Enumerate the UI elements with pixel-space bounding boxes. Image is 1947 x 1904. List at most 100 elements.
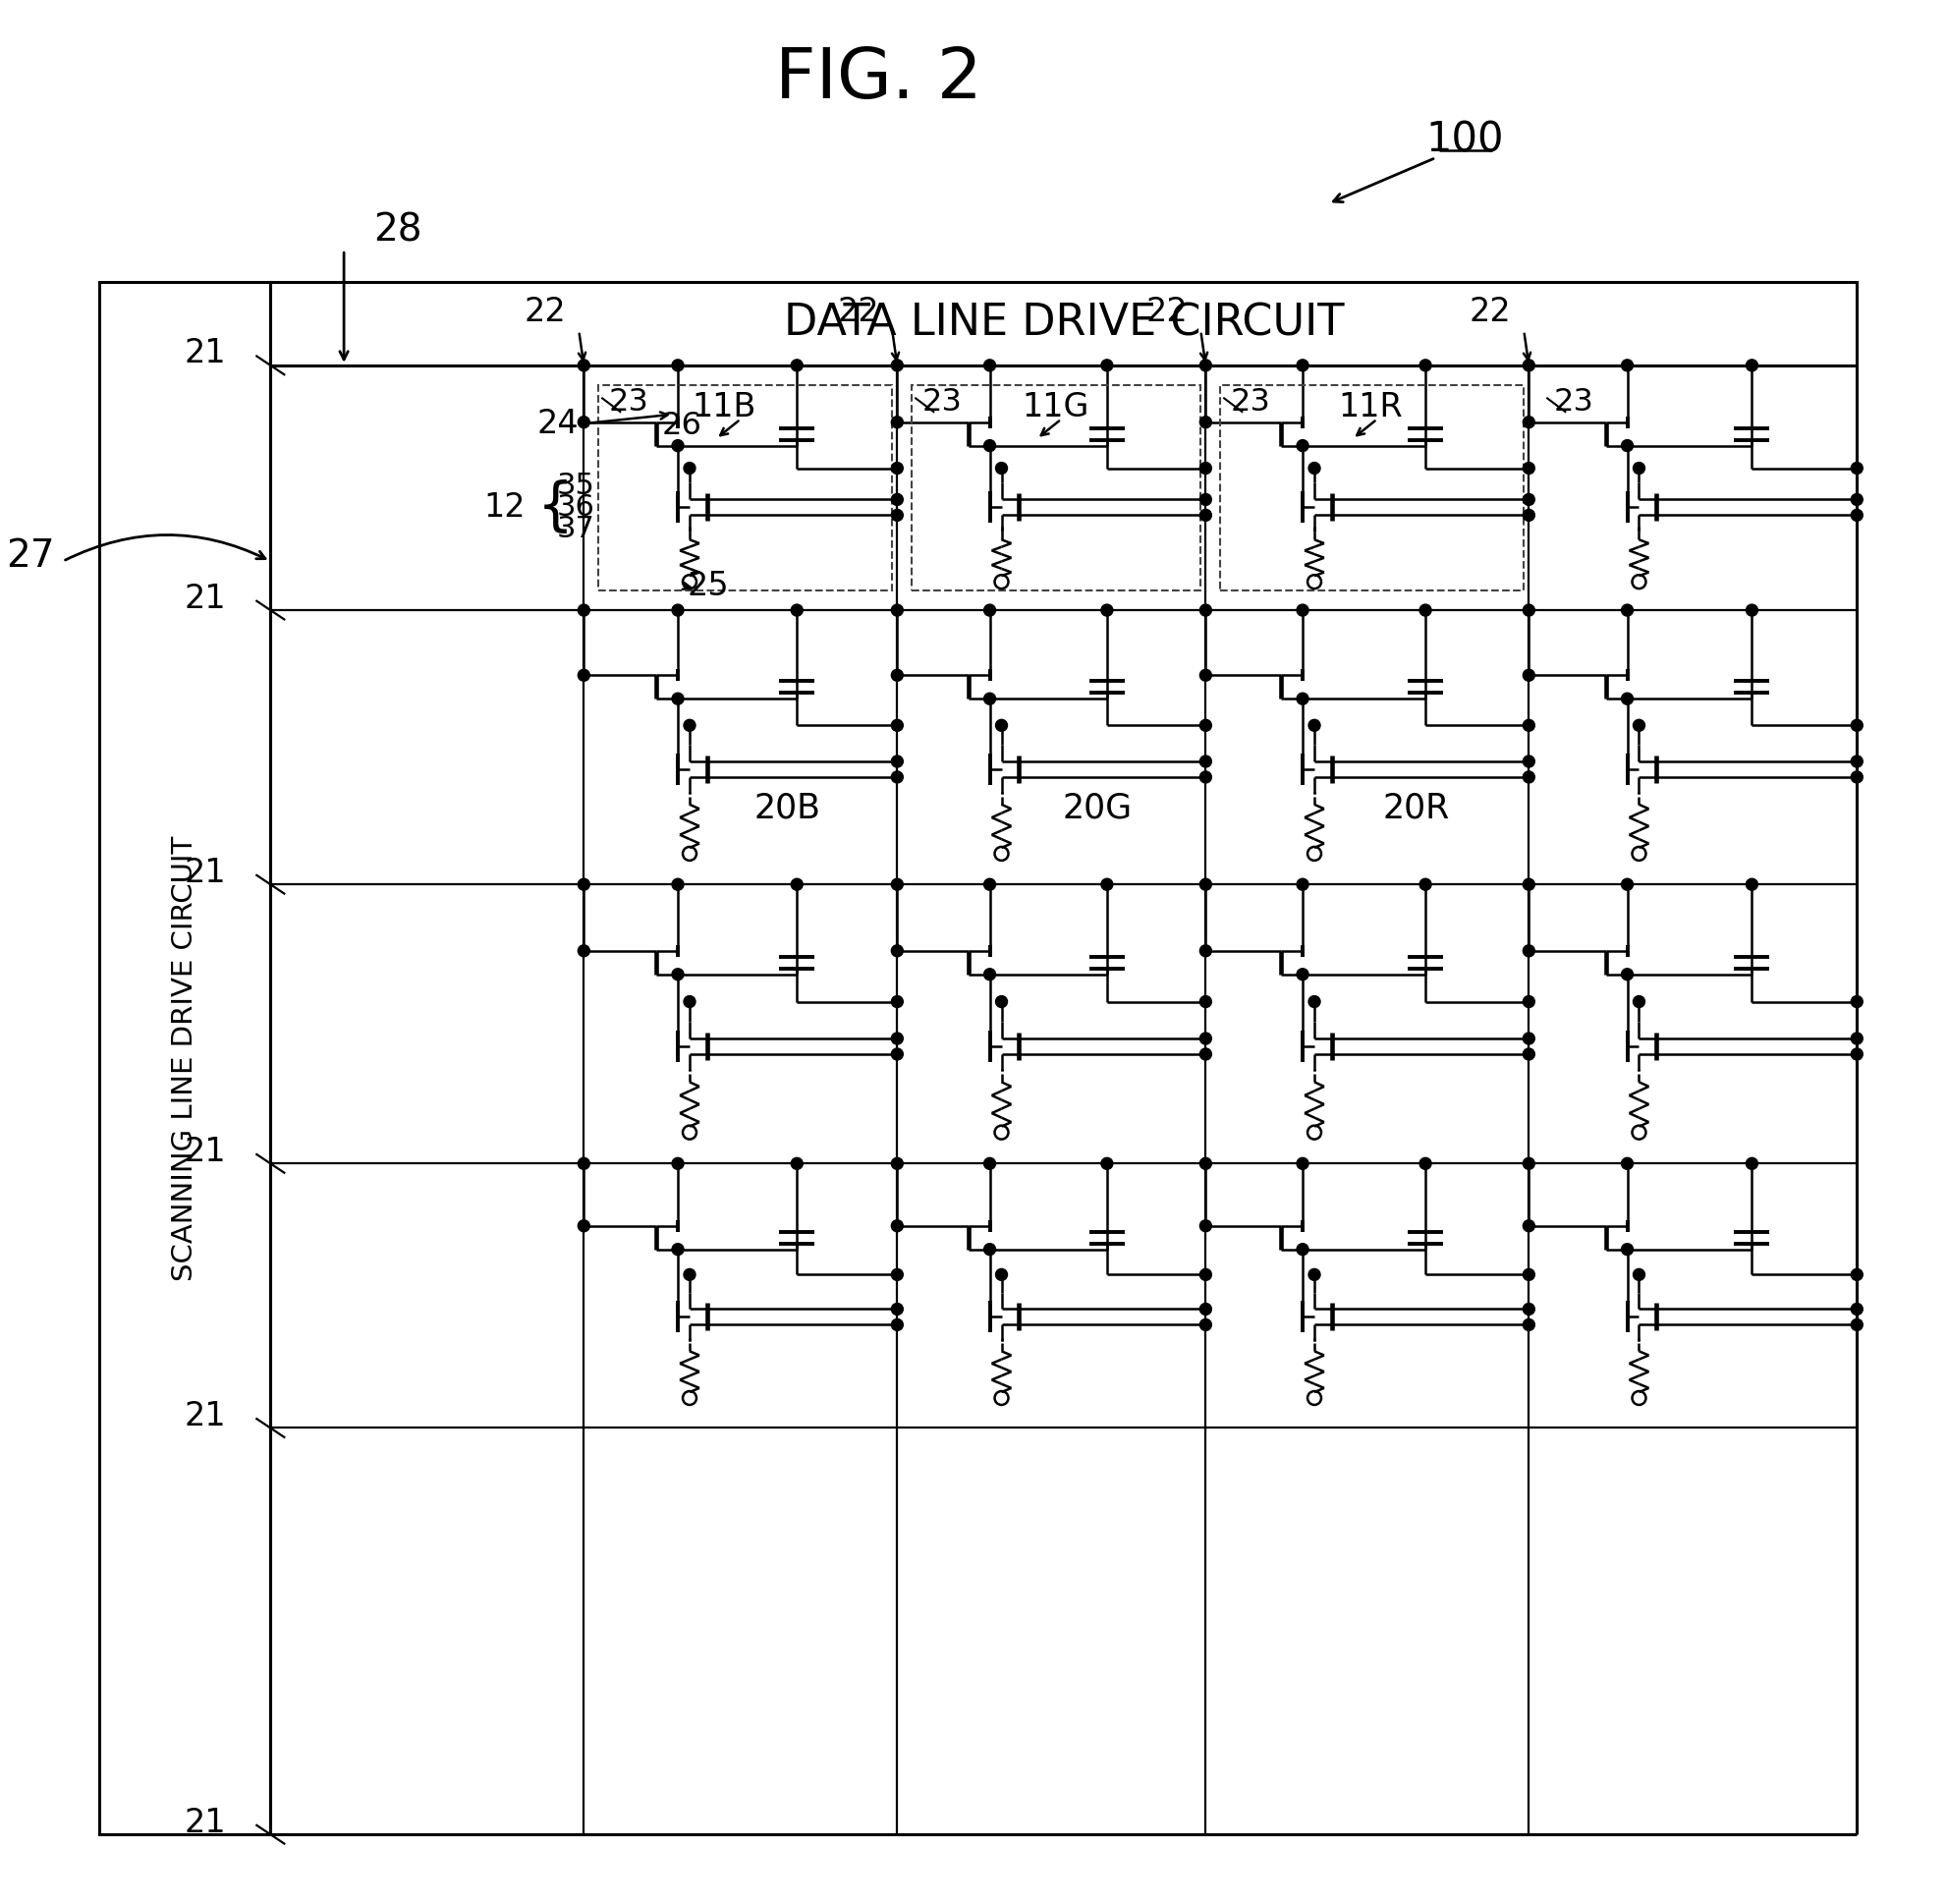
Circle shape [1199, 508, 1211, 522]
Text: 24: 24 [537, 407, 578, 440]
Circle shape [1850, 756, 1861, 767]
Bar [598, 385, 892, 590]
Circle shape [683, 1268, 695, 1281]
Circle shape [892, 463, 903, 474]
Circle shape [995, 996, 1007, 1007]
Circle shape [1850, 720, 1861, 731]
Circle shape [1523, 1268, 1534, 1281]
Text: 36: 36 [557, 493, 594, 522]
Circle shape [683, 463, 695, 474]
Circle shape [1199, 878, 1211, 891]
Circle shape [1632, 1268, 1643, 1281]
Circle shape [578, 604, 590, 617]
Circle shape [683, 720, 695, 731]
Circle shape [578, 944, 590, 956]
Text: DATA LINE DRIVE CIRCUIT: DATA LINE DRIVE CIRCUIT [783, 303, 1343, 345]
Circle shape [1850, 508, 1861, 522]
Circle shape [1745, 1158, 1756, 1169]
Circle shape [1199, 944, 1211, 956]
Text: 23: 23 [1231, 387, 1269, 417]
Circle shape [983, 440, 995, 451]
Circle shape [983, 1243, 995, 1255]
Circle shape [892, 1049, 903, 1061]
Circle shape [1620, 604, 1632, 617]
Circle shape [983, 969, 995, 981]
Circle shape [1745, 878, 1756, 891]
Circle shape [1523, 996, 1534, 1007]
Circle shape [983, 360, 995, 371]
Circle shape [790, 360, 802, 371]
Circle shape [1850, 1032, 1861, 1045]
Circle shape [1620, 878, 1632, 891]
Circle shape [1199, 771, 1211, 783]
Circle shape [1308, 720, 1320, 731]
Circle shape [1632, 996, 1643, 1007]
Circle shape [995, 720, 1007, 731]
Circle shape [1100, 360, 1112, 371]
Circle shape [1419, 360, 1431, 371]
Circle shape [892, 493, 903, 505]
Text: 21: 21 [185, 337, 226, 369]
Circle shape [892, 1268, 903, 1281]
Circle shape [1523, 670, 1534, 682]
Circle shape [672, 360, 683, 371]
Circle shape [1523, 1049, 1534, 1061]
Circle shape [1199, 463, 1211, 474]
Circle shape [892, 720, 903, 731]
Circle shape [1199, 417, 1211, 428]
Circle shape [1745, 604, 1756, 617]
Circle shape [892, 1319, 903, 1331]
Text: 21: 21 [185, 857, 226, 889]
Circle shape [1850, 1268, 1861, 1281]
Circle shape [1620, 440, 1632, 451]
Circle shape [892, 1158, 903, 1169]
Text: 22: 22 [1468, 295, 1511, 327]
Circle shape [995, 463, 1007, 474]
Circle shape [1850, 493, 1861, 505]
Circle shape [1523, 604, 1534, 617]
Circle shape [892, 1302, 903, 1316]
Circle shape [892, 1220, 903, 1232]
Circle shape [672, 969, 683, 981]
Circle shape [892, 360, 903, 371]
Circle shape [1199, 1319, 1211, 1331]
Circle shape [1745, 360, 1756, 371]
Circle shape [1850, 463, 1861, 474]
Circle shape [790, 878, 802, 891]
Circle shape [892, 996, 903, 1007]
Circle shape [1199, 1268, 1211, 1281]
Circle shape [892, 508, 903, 522]
Text: 100: 100 [1425, 120, 1503, 160]
Circle shape [578, 360, 590, 371]
Bar [1219, 385, 1523, 590]
Text: {: { [537, 480, 572, 535]
Text: 35: 35 [557, 472, 594, 501]
Circle shape [1850, 1049, 1861, 1061]
Text: 21: 21 [185, 1807, 226, 1839]
Circle shape [1308, 996, 1320, 1007]
Circle shape [1850, 996, 1861, 1007]
Circle shape [1199, 670, 1211, 682]
Circle shape [1419, 1158, 1431, 1169]
Text: 12: 12 [483, 491, 526, 524]
Circle shape [1297, 604, 1308, 617]
Text: 22: 22 [837, 295, 880, 327]
Circle shape [1308, 1268, 1320, 1281]
Circle shape [1297, 1243, 1308, 1255]
Circle shape [983, 878, 995, 891]
Text: 21: 21 [185, 1135, 226, 1167]
Circle shape [578, 1220, 590, 1232]
Circle shape [578, 670, 590, 682]
Circle shape [1632, 720, 1643, 731]
Text: 22: 22 [524, 295, 567, 327]
Text: 23: 23 [1552, 387, 1593, 417]
Circle shape [1523, 878, 1534, 891]
Circle shape [1523, 1032, 1534, 1045]
Text: 20B: 20B [753, 790, 820, 824]
Circle shape [1632, 463, 1643, 474]
Circle shape [1199, 1158, 1211, 1169]
Circle shape [1308, 463, 1320, 474]
Text: 20G: 20G [1063, 790, 1131, 824]
Circle shape [1523, 720, 1534, 731]
Circle shape [892, 944, 903, 956]
